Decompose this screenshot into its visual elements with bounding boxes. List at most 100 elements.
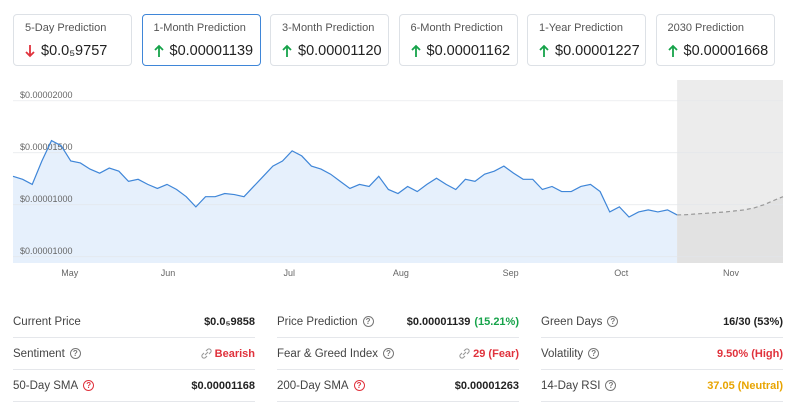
stat-row: Sentiment? Bearish xyxy=(13,338,255,370)
stat-value-wrap: $0.00001139 (15.21%) xyxy=(407,316,519,328)
area xyxy=(13,140,678,263)
prediction-card[interactable]: 3-Month Prediction $0.00001120 xyxy=(270,14,389,66)
card-value: $0.00001120 xyxy=(298,43,382,59)
stat-label: Current Price xyxy=(13,315,81,328)
help-icon: ? xyxy=(69,348,81,359)
arrow-icon xyxy=(25,45,35,58)
stat-value-wrap: 16/30 (53%) xyxy=(723,316,783,328)
stat-label-wrap: Price Prediction? xyxy=(277,316,374,328)
arrow xyxy=(25,45,35,58)
x-tick-label: Aug xyxy=(393,268,409,278)
link-icon xyxy=(459,348,470,359)
stat-column: Price Prediction? $0.00001139 (15.21%) Fear… xyxy=(277,306,519,402)
card-value-row: $0.00001120 xyxy=(282,43,388,59)
y-tick-label: $0.00002000 xyxy=(20,90,73,100)
arrow xyxy=(410,44,421,57)
stat-label: Price Prediction xyxy=(277,315,358,328)
stat-value: 29 (Fear) xyxy=(473,347,519,360)
y-tick-label: $0.00001000 xyxy=(20,194,73,204)
stat-value: Bearish xyxy=(214,347,255,360)
stat-value: 37.05 (Neutral) xyxy=(707,379,783,392)
card-value: $0.00001162 xyxy=(426,43,511,59)
x-tick-label: Nov xyxy=(723,268,740,278)
stat-column: Green Days? 16/30 (53%) Volatility? 9.50% (… xyxy=(541,306,783,402)
stat-label-wrap: 50-Day SMA? xyxy=(13,379,95,392)
help-icon: ? xyxy=(353,380,365,391)
prediction-card[interactable]: 1-Month Prediction $0.00001139 xyxy=(141,14,261,66)
stat-label-wrap: Current Price xyxy=(13,316,81,328)
price-line xyxy=(677,196,784,216)
stat-value-wrap: Bearish xyxy=(201,348,255,360)
arrow xyxy=(539,44,549,57)
stat-value: $0.00001168 xyxy=(191,379,255,392)
stat-label-wrap: Green Days? xyxy=(541,315,619,328)
arrow xyxy=(153,44,164,57)
help-icon: ? xyxy=(362,316,374,327)
stat-label: Green Days xyxy=(541,315,603,328)
y-tick-label: $0.00001500 xyxy=(20,142,73,152)
card-label: 5-Day Prediction xyxy=(25,22,107,34)
stat-row: 14-Day RSI? 37.05 (Neutral) xyxy=(541,370,783,402)
arrow-icon xyxy=(153,44,164,57)
card-value: $0.00001227 xyxy=(555,43,640,59)
stat-column: Current Price $0.0₅9858 Sentiment? Bearish 5… xyxy=(13,306,255,402)
card-value: $0.00001668 xyxy=(683,43,769,59)
prediction-card[interactable]: 6-Month Prediction $0.00001162 xyxy=(398,14,518,66)
stat-value-wrap: $0.0₅9858 xyxy=(204,316,255,328)
prediction-card[interactable]: 5-Day Prediction $0.0₅9757 xyxy=(13,14,132,66)
stat-label: Sentiment xyxy=(13,347,65,360)
help-icon: ? xyxy=(588,348,600,359)
arrow-icon xyxy=(282,44,292,57)
stat-value-wrap: $0.00001263 xyxy=(455,380,519,392)
help-icon: ? xyxy=(83,380,95,391)
stat-value: 16/30 (53%) xyxy=(723,315,783,328)
help-icon: ? xyxy=(383,348,394,359)
card-value-row: $0.0₅9757 xyxy=(25,43,131,59)
stat-value: $0.00001263 xyxy=(454,379,519,392)
x-tick-label: Sep xyxy=(503,268,519,278)
stat-value-wrap: 29 (Fear) xyxy=(459,348,519,360)
stat-label: 50-Day SMA xyxy=(13,379,79,392)
card-label: 2030 Prediction xyxy=(667,22,744,34)
stat-row: 50-Day SMA? $0.00001168 xyxy=(13,370,255,402)
card-value: $0.0₅9757 xyxy=(41,43,108,59)
stat-label-wrap: Volatility? xyxy=(541,347,600,360)
stat-row: Current Price $0.0₅9858 xyxy=(13,306,255,338)
stat-row: Volatility? 9.50% (High) xyxy=(541,338,783,370)
card-value: $0.00001139 xyxy=(169,43,254,59)
link-icon xyxy=(201,348,212,359)
help-icon: ? xyxy=(605,380,617,391)
stat-label-wrap: 200-Day SMA? xyxy=(277,380,365,392)
stat-label: Volatility xyxy=(541,347,584,360)
card-label: 3-Month Prediction xyxy=(282,22,375,34)
stat-label-wrap: Fear & Greed Index? xyxy=(277,348,394,360)
x-tick-label: Jul xyxy=(283,268,295,278)
arrow-icon xyxy=(539,44,549,57)
arrow xyxy=(282,44,292,57)
stat-value-wrap: 37.05 (Neutral) xyxy=(707,380,783,392)
help-icon: ? xyxy=(607,316,619,327)
stat-value-wrap: 9.50% (High) xyxy=(717,348,783,360)
card-value-row: $0.00001227 xyxy=(539,43,645,59)
stat-value: 9.50% (High) xyxy=(716,347,783,360)
stat-value-wrap: $0.00001168 xyxy=(191,380,255,392)
stat-row: Fear & Greed Index? 29 (Fear) xyxy=(277,338,519,370)
card-label: 1-Year Prediction xyxy=(539,22,623,34)
card-label: 1-Month Prediction xyxy=(153,22,246,34)
card-label: 6-Month Prediction xyxy=(410,22,503,34)
stat-row: Price Prediction? $0.00001139 (15.21%) xyxy=(277,306,519,338)
y-tick-label: $0.00001000 xyxy=(20,246,73,256)
x-tick-label: Jun xyxy=(161,268,176,278)
arrow xyxy=(667,44,678,57)
prediction-card[interactable]: 2030 Prediction $0.00001668 xyxy=(655,14,775,66)
arrow-icon xyxy=(667,44,678,57)
prediction-card[interactable]: 1-Year Prediction $0.00001227 xyxy=(527,14,646,66)
stat-row: 200-Day SMA? $0.00001263 xyxy=(277,370,519,402)
card-value-row: $0.00001162 xyxy=(410,43,517,59)
link xyxy=(459,348,470,359)
chart: $0.00001000 $0.00001000 $0.00001500 $0.0000… xyxy=(12,80,784,278)
x-tick-label: May xyxy=(61,268,79,278)
stat-label-wrap: 14-Day RSI? xyxy=(541,380,617,392)
stat-value: $0.00001139 xyxy=(406,315,471,328)
